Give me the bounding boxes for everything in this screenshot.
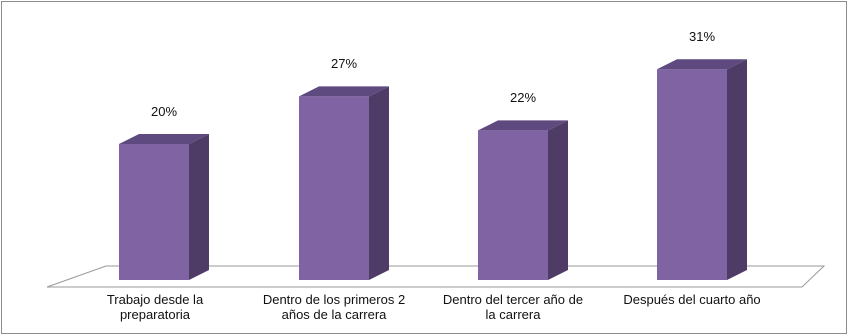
bar-top-2 [299,86,389,97]
bar-side-2 [369,86,389,281]
category-label-1: Trabajo desde la preparatoria [106,292,204,322]
category-label-4: Después del cuarto año [623,292,761,307]
bar-top-3 [478,120,568,131]
bar-2 [299,96,369,281]
data-label-3: 22% [509,90,537,106]
data-label-1: 20% [150,104,178,119]
category-label-2: Dentro de los primeros 2 años de la carr… [262,292,406,322]
bar-side-4 [727,59,747,281]
bar-side-1 [189,134,209,280]
category-label-3: Dentro del tercer año de la carrera [442,292,584,322]
bar-side-3 [548,120,568,281]
bar-top-4 [657,59,747,70]
bar-top-1 [119,134,209,144]
bar-1 [119,144,189,280]
data-label-2: 27% [330,56,358,72]
chart-floor [46,265,826,288]
bar-3 [478,130,548,280]
bar-4 [657,69,727,280]
data-label-4: 31% [688,29,716,45]
